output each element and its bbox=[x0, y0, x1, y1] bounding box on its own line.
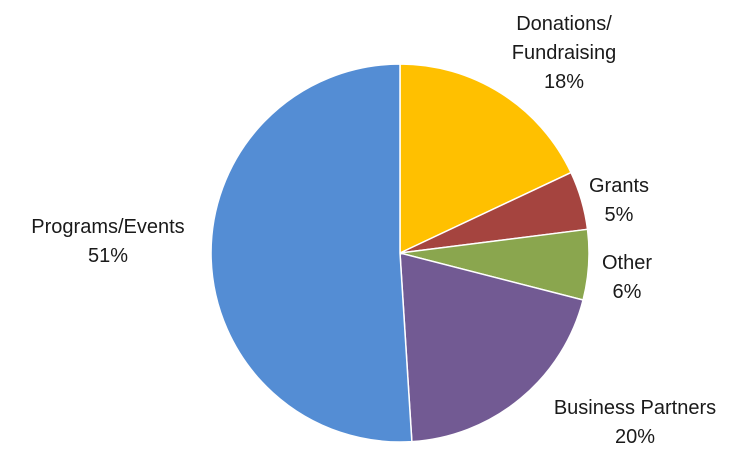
pie-slices bbox=[210, 63, 590, 443]
slice-category-label: Programs/Events bbox=[31, 216, 184, 238]
slice-programs-events bbox=[210, 63, 413, 443]
slice-business-partners bbox=[399, 252, 584, 443]
slice-category-label: Donations/ bbox=[516, 13, 612, 35]
slice-percent-label: 51% bbox=[88, 245, 128, 267]
slice-label-other: Other 6% bbox=[602, 252, 652, 303]
slice-label-donations-fundraising: Donations/Fundraising 18% bbox=[512, 13, 617, 93]
slice-percent-label: 20% bbox=[615, 426, 655, 448]
slice-percent-label: 6% bbox=[613, 281, 642, 303]
slice-category-label: Business Partners bbox=[554, 397, 716, 419]
slice-label-programs-events: Programs/Events 51% bbox=[31, 216, 184, 267]
pie-labels: Donations/Fundraising 18% Grants 5% Other 6% B… bbox=[31, 13, 716, 448]
slice-percent-label: 18% bbox=[544, 71, 584, 93]
slice-category-label: Grants bbox=[589, 175, 649, 197]
slice-label-business-partners: Business Partners 20% bbox=[554, 397, 716, 448]
slice-donations-fundraising bbox=[399, 63, 572, 254]
slice-percent-label: 5% bbox=[605, 204, 634, 226]
slice-label-grants: Grants 5% bbox=[589, 175, 649, 226]
slice-category-label: Fundraising bbox=[512, 42, 617, 64]
slice-category-label: Other bbox=[602, 252, 652, 274]
